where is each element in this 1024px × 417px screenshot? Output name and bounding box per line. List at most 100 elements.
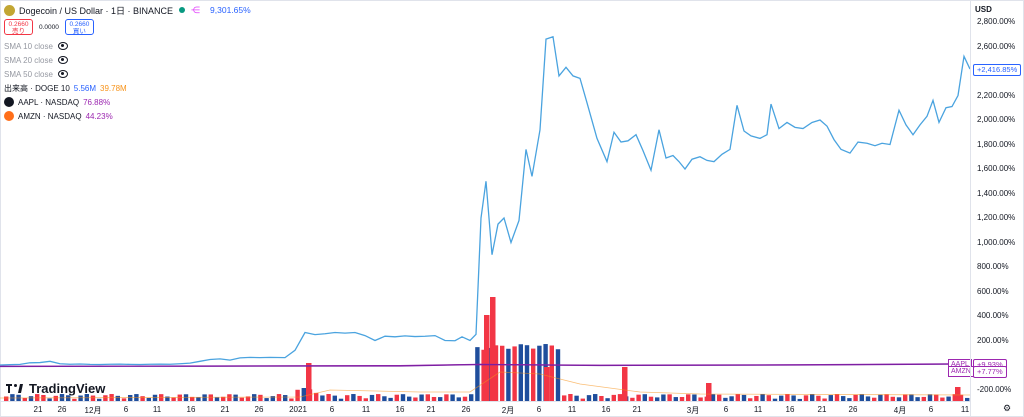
volume-bar <box>760 394 765 401</box>
indicator-sma20[interactable]: SMA 20 close <box>4 53 251 67</box>
volume-bar <box>661 394 666 401</box>
volume-bar <box>208 394 213 401</box>
volume-bar <box>903 394 908 401</box>
compare-value: 76.88% <box>83 97 111 107</box>
currency-label[interactable]: USD <box>975 5 992 14</box>
eye-icon[interactable] <box>57 70 68 78</box>
time-tick-label: 26 <box>848 405 858 414</box>
volume-bar <box>351 394 356 401</box>
volume-bar <box>506 348 511 401</box>
compare-amzn[interactable]: AMZN · NASDAQ 44.23% <box>4 109 251 123</box>
time-tick-label: 26 <box>57 405 67 414</box>
volume-bar <box>369 394 375 401</box>
volume-bar <box>791 395 796 401</box>
volume-bar <box>214 397 220 401</box>
volume-bar <box>865 396 871 401</box>
time-tick-label: 2021 <box>289 405 307 414</box>
price-tick-label: 2,600.00% <box>977 41 1016 51</box>
symbol-change: 9,301.65% <box>210 5 251 15</box>
volume-bar <box>338 398 344 401</box>
volume-bar <box>140 396 145 401</box>
volume-bar <box>884 394 889 401</box>
volume-bar <box>171 397 176 401</box>
volume-bar <box>896 397 902 401</box>
tradingview-logo-icon <box>6 384 24 393</box>
volume-bar <box>537 345 542 401</box>
indicator-sma50[interactable]: SMA 50 close <box>4 67 251 81</box>
volume-bar <box>593 394 598 401</box>
time-tick-label: 3月 <box>686 406 700 415</box>
compare-value: 44.23% <box>85 111 113 121</box>
symbol-title[interactable]: Dogecoin / US Dollar · 1日 · BINANCE <box>19 5 174 16</box>
time-tick-label: 11 <box>152 405 162 414</box>
sell-button[interactable]: 0.2660 売り <box>4 19 33 35</box>
time-tick-label: 26 <box>461 405 471 414</box>
volume-bar <box>28 396 34 401</box>
volume-bar <box>301 388 306 401</box>
eye-icon[interactable] <box>57 42 68 50</box>
volume-bar <box>872 397 877 401</box>
volume-bar <box>754 395 759 401</box>
volume-bar <box>955 387 961 401</box>
volume-bar <box>413 397 418 401</box>
volume-bar <box>853 394 858 401</box>
eye-icon[interactable] <box>57 56 68 64</box>
price-tick-label: 2,000.00% <box>977 115 1016 124</box>
price-chart[interactable] <box>0 0 970 401</box>
dogecoin-icon <box>4 4 15 16</box>
time-tick-label: 6 <box>329 405 335 414</box>
price-tick-label: 800.00% <box>977 262 1009 271</box>
price-axis[interactable]: USD 2,800.00%2,600.00%2,400.00%2,200.00%… <box>970 0 1024 417</box>
volume-bar <box>388 397 393 401</box>
volume-bar <box>326 394 331 401</box>
volume-bar <box>555 349 561 401</box>
amzn-value-tag: +7.77% <box>973 365 1007 378</box>
volume-bar <box>456 397 461 401</box>
compare-aapl[interactable]: AAPL · NASDAQ 76.88% <box>4 95 251 109</box>
time-tick-label: 6 <box>723 405 729 414</box>
volume-bar <box>196 397 201 401</box>
volume-indicator[interactable]: 出来高 · DOGE 10 5.56M 39.78M <box>4 81 251 95</box>
volume-bar <box>493 345 499 401</box>
volume-bar <box>568 394 573 401</box>
indicator-sma10[interactable]: SMA 10 close <box>4 39 251 53</box>
settings-gear-icon[interactable]: ⚙ <box>1003 403 1012 413</box>
volume-bar <box>772 398 778 401</box>
volume-bar <box>921 396 926 401</box>
price-tick-label: 1,800.00% <box>977 139 1016 149</box>
time-tick-label: 11 <box>753 405 763 414</box>
time-tick-label: 21 <box>632 405 642 414</box>
price-line <box>0 35 970 366</box>
sell-price: 0.2660 <box>8 21 29 28</box>
price-tick-label: 1,400.00% <box>977 188 1016 198</box>
volume-bar <box>779 395 784 401</box>
tradingview-watermark: TradingView <box>6 381 105 396</box>
time-tick-label: 21 <box>817 405 827 414</box>
volume-bar <box>630 397 635 401</box>
time-tick-label: 16 <box>601 405 611 414</box>
volume-bar <box>841 396 846 401</box>
share-icon[interactable]: ⋲ <box>191 4 201 15</box>
price-tick-label: 400.00% <box>977 311 1009 320</box>
volume-bar <box>723 397 728 401</box>
volume-bar <box>816 395 821 401</box>
volume-bar <box>797 398 802 401</box>
symbol-row: Dogecoin / US Dollar · 1日 · BINANCE ⋲ 9,… <box>4 3 251 17</box>
volume-bar <box>952 394 957 401</box>
buy-button[interactable]: 0.2660 買い <box>64 19 94 35</box>
volume-bar <box>345 395 350 401</box>
volume-bar <box>258 394 263 401</box>
volume-bar <box>444 394 449 401</box>
volume-bar <box>431 396 437 401</box>
plot-area[interactable]: AAPL AMZN <box>0 0 974 401</box>
time-tick-label: 16 <box>785 405 795 414</box>
time-tick-label: 6 <box>123 405 129 414</box>
time-axis[interactable]: 21 26 12月 6 11 16 21 26 2021 6 11 16 21 26 2月 6 11 16 21 3月… <box>0 401 970 417</box>
watermark-text: TradingView <box>29 381 106 396</box>
volume-bar <box>946 396 951 401</box>
volume-label: 出来高 · DOGE 10 <box>4 83 70 93</box>
volume-bar <box>735 394 740 401</box>
price-tick-label: 1,200.00% <box>977 213 1016 222</box>
volume-bar <box>97 398 102 401</box>
volume-bar <box>549 345 554 401</box>
